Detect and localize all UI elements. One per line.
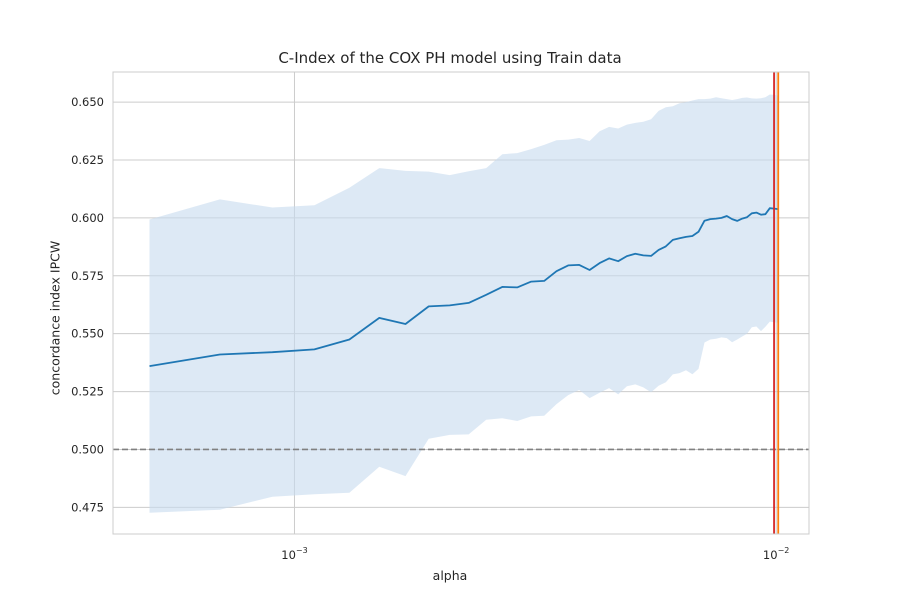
y-tick-label: 0.475 xyxy=(71,500,104,514)
y-tick-label: 0.525 xyxy=(71,385,104,399)
series-line xyxy=(149,207,779,367)
vertical-marker-layer xyxy=(773,72,780,534)
y-tick-label: 0.600 xyxy=(71,211,104,225)
y-tick-labels: 0.475 0.500 0.525 0.550 0.575 0.600 0.625 0.650 xyxy=(71,95,104,514)
y-tick-label: 0.575 xyxy=(71,269,104,283)
x-tick-labels: 10−3 10−2 xyxy=(281,546,789,562)
y-tick-label: 0.625 xyxy=(71,153,104,167)
plot-frame xyxy=(112,71,810,535)
x-axis-label: alpha xyxy=(432,568,468,583)
y-tick-label: 0.500 xyxy=(71,442,104,456)
chart-title: C-Index of the COX PH model using Train … xyxy=(278,49,622,67)
y-tick-label: 0.550 xyxy=(71,327,104,341)
x-tick-label: 10−2 xyxy=(763,546,789,562)
series-line-layer xyxy=(149,207,779,367)
x-tick-label: 10−3 xyxy=(281,546,307,562)
y-tick-label: 0.650 xyxy=(71,95,104,109)
